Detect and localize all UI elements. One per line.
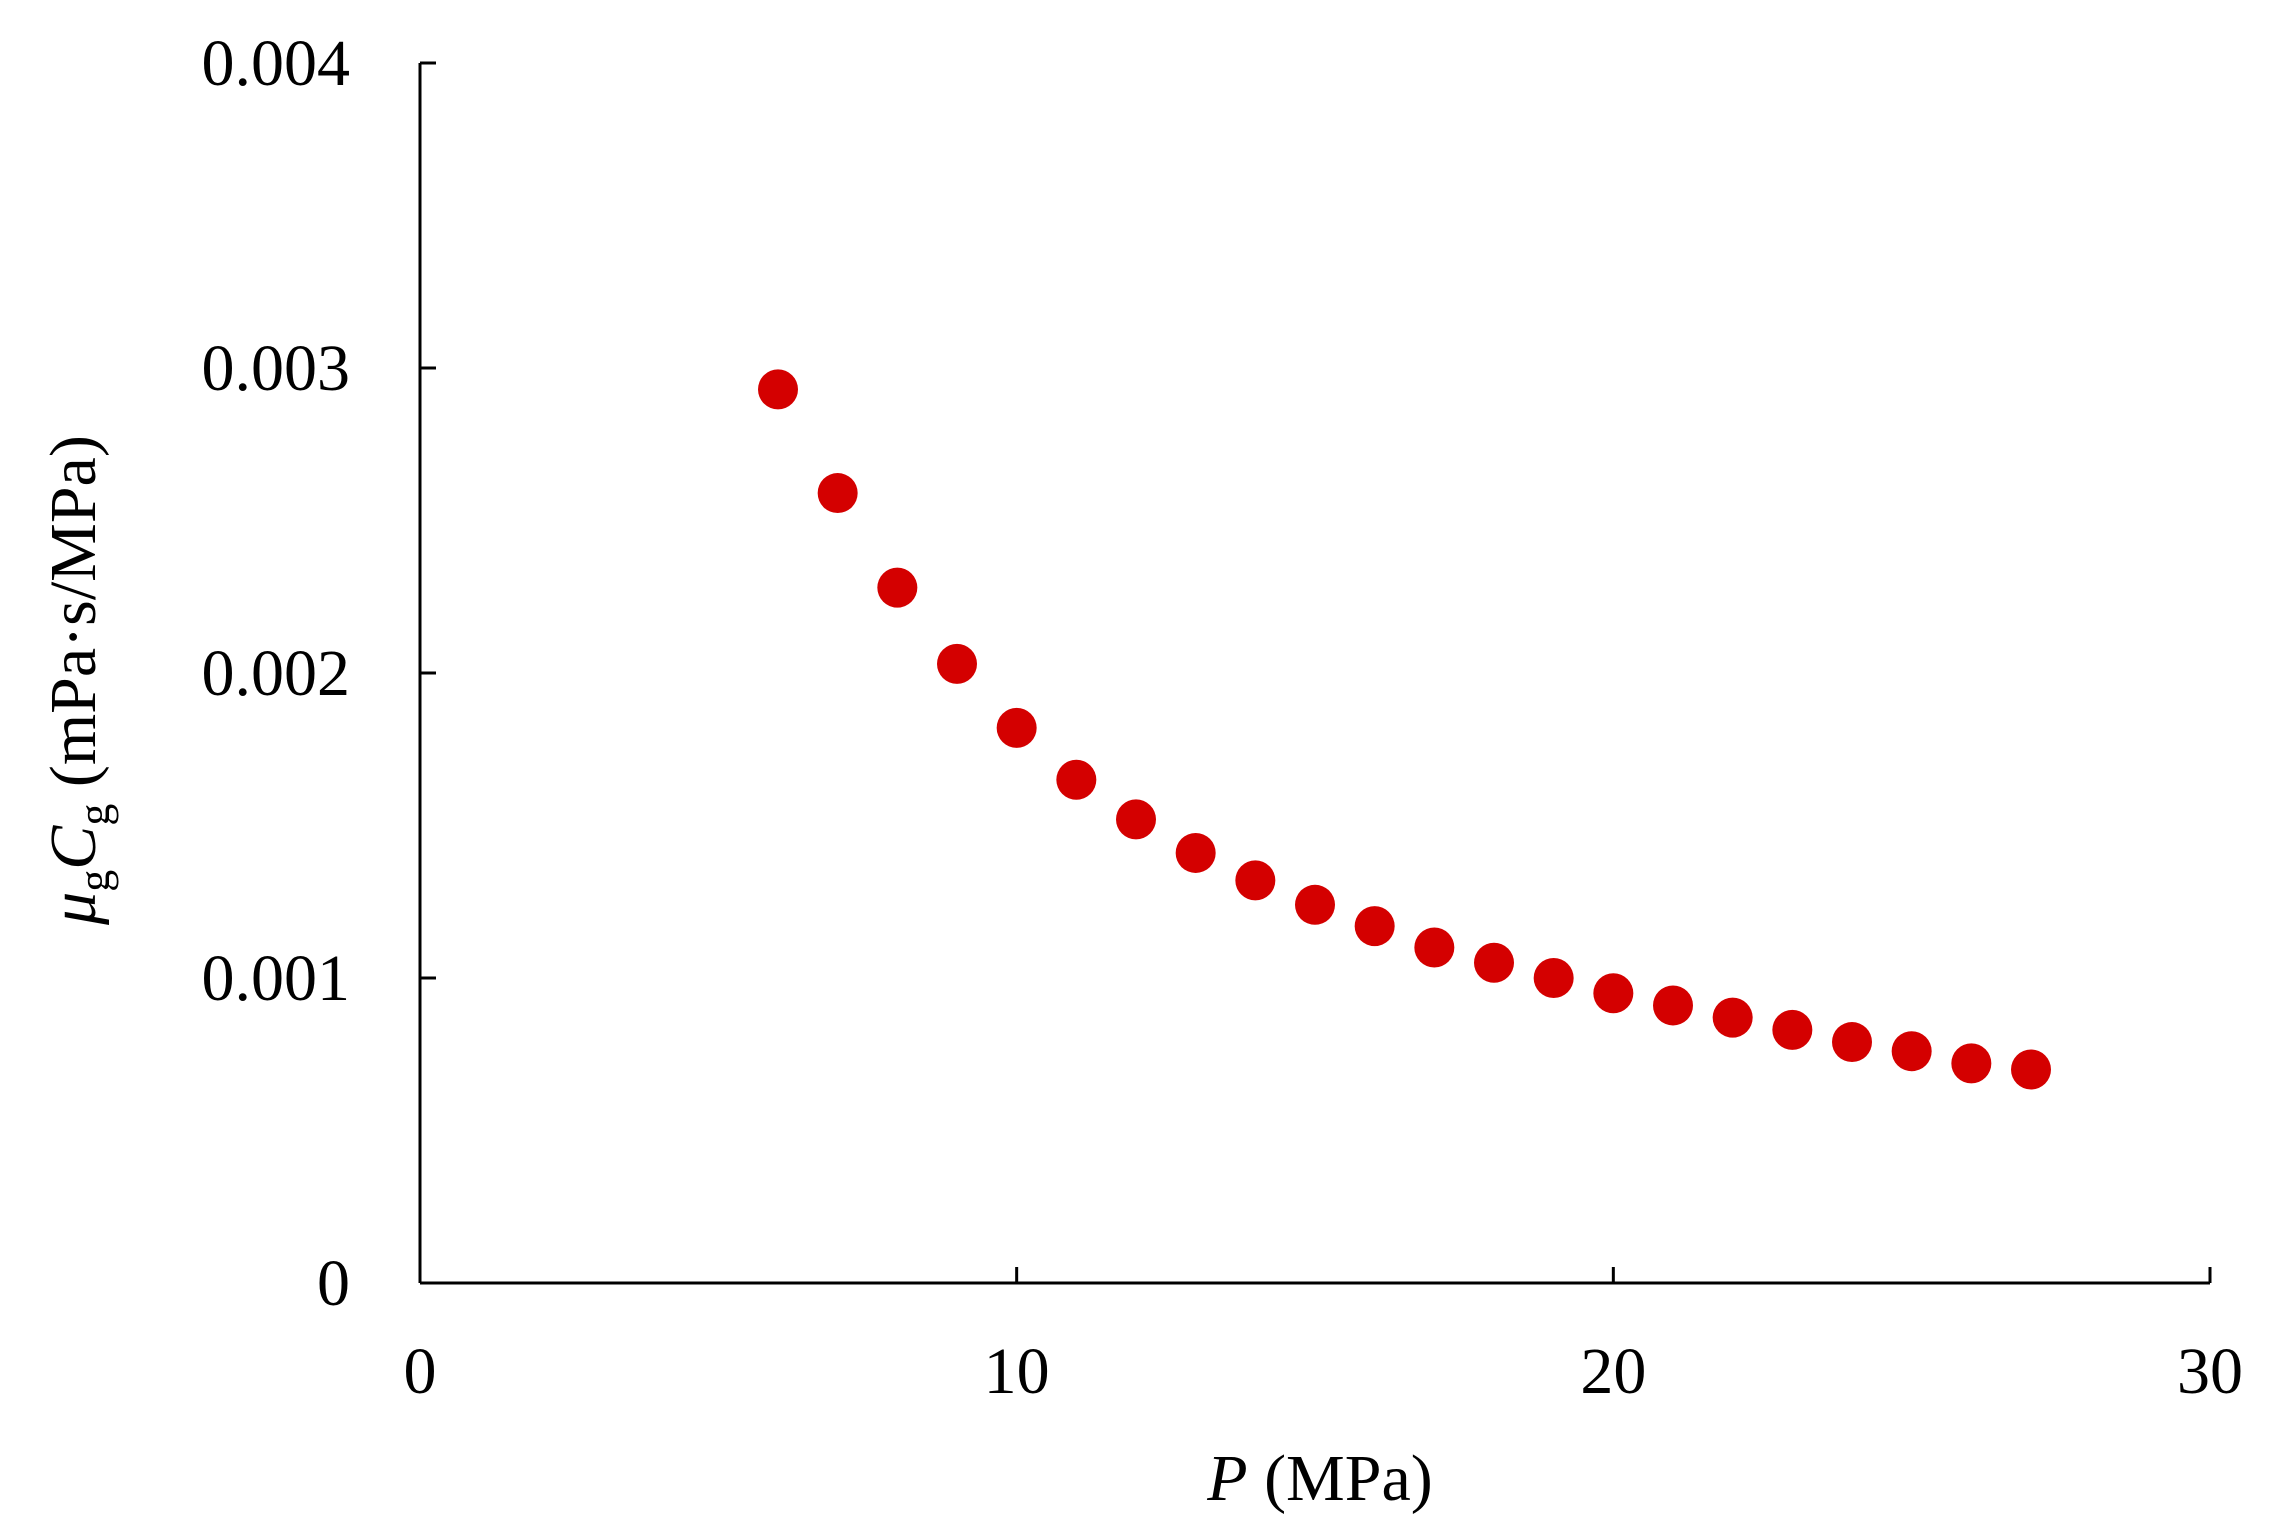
y-axis-sub-g1: g [70, 870, 119, 892]
data-point [1414, 927, 1455, 968]
y-tick-label: 0.003 [202, 332, 351, 405]
x-ticks: 0 10 20 30 [404, 1267, 2243, 1408]
data-point [937, 643, 977, 684]
data-point [1951, 1043, 1992, 1084]
y-axis-var-c: C [37, 825, 110, 870]
data-point [1832, 1022, 1872, 1063]
data-point [1712, 997, 1753, 1038]
data-point [877, 567, 918, 608]
y-axis-unit: (mPa·s/MPa) [37, 435, 110, 803]
data-point [1533, 958, 1574, 998]
x-tick-label: 0 [404, 1335, 437, 1408]
y-axis-var-mu: μ [37, 892, 110, 926]
data-point [817, 473, 858, 514]
data-point [1175, 832, 1216, 873]
y-axis-label: μgCg (mPa·s/MPa) [37, 435, 119, 926]
data-point [1653, 985, 1693, 1026]
y-tick-label: 0.001 [202, 942, 351, 1015]
data-point [1593, 973, 1634, 1014]
data-point [1474, 942, 1514, 983]
data-point [1056, 759, 1097, 800]
x-tick-label: 30 [2177, 1335, 2243, 1408]
data-point [1116, 799, 1156, 840]
y-tick-label: 0 [317, 1247, 350, 1320]
y-tick-label: 0.004 [202, 27, 351, 100]
y-axis-sub-g2: g [70, 804, 119, 826]
data-point [758, 369, 798, 410]
data-point [1235, 860, 1276, 901]
data-point [1772, 1009, 1813, 1050]
x-axis-unit: (MPa) [1248, 1442, 1433, 1515]
x-tick-label: 10 [984, 1335, 1050, 1408]
data-points [758, 369, 2051, 1090]
x-axis-variable: P [1206, 1442, 1247, 1515]
data-point [1354, 906, 1395, 947]
y-ticks: 0 0.001 0.002 0.003 0.004 [202, 27, 436, 1320]
data-point [1295, 884, 1335, 925]
data-point [996, 707, 1037, 748]
x-axis-label: P (MPa) [1206, 1442, 1432, 1515]
data-point [1891, 1031, 1932, 1072]
x-tick-label: 20 [1580, 1335, 1646, 1408]
y-tick-label: 0.002 [202, 637, 351, 710]
data-point [2011, 1049, 2051, 1090]
